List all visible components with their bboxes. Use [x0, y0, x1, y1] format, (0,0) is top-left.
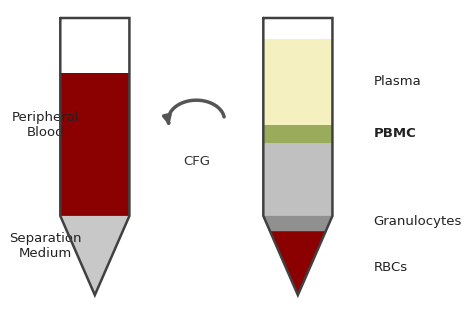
Text: PBMC: PBMC — [374, 127, 416, 140]
Bar — [264, 143, 332, 216]
Bar — [60, 18, 129, 73]
Bar — [264, 125, 332, 143]
Bar — [264, 18, 332, 39]
Text: RBCs: RBCs — [374, 261, 408, 274]
Polygon shape — [60, 216, 129, 295]
Bar — [264, 39, 332, 125]
Text: Plasma: Plasma — [374, 75, 421, 88]
Text: Peripheral
Blood: Peripheral Blood — [11, 111, 79, 139]
Text: CFG: CFG — [183, 155, 210, 168]
Text: Separation
Medium: Separation Medium — [9, 232, 82, 260]
Text: Granulocytes: Granulocytes — [374, 215, 462, 228]
Polygon shape — [270, 231, 326, 295]
Bar — [60, 73, 129, 216]
Polygon shape — [264, 216, 332, 231]
